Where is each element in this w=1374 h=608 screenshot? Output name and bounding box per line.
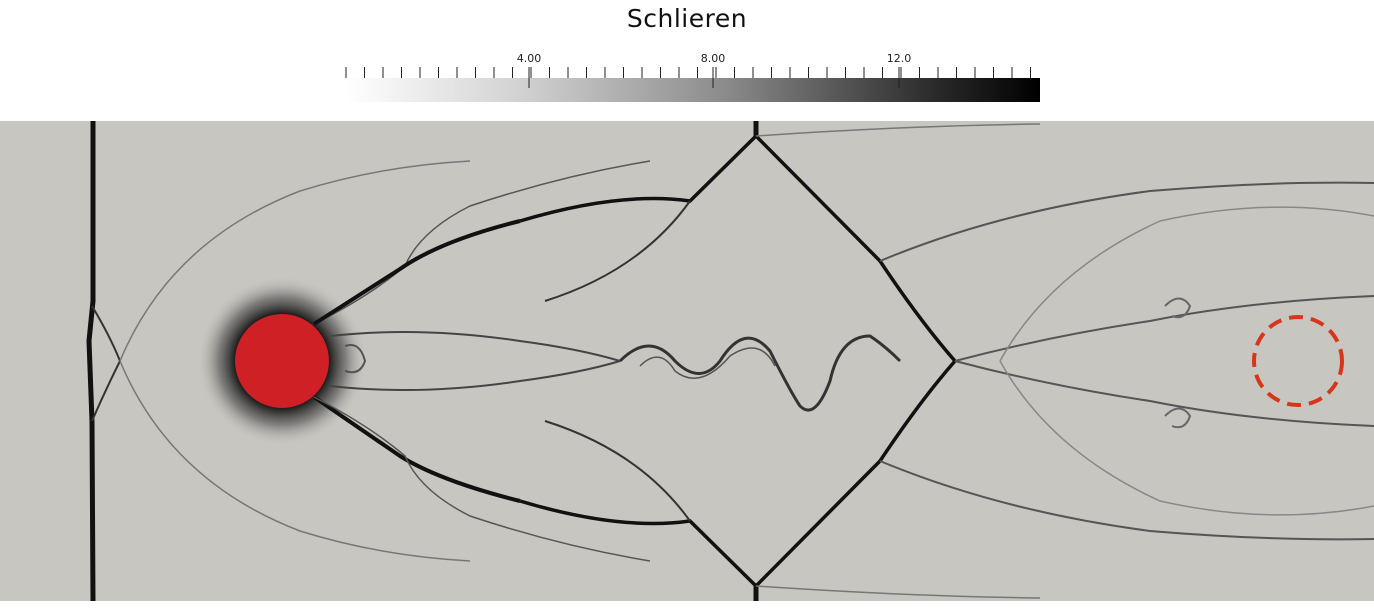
oblique-shock-lower bbox=[312, 395, 521, 503]
colorbar-title: Schlieren bbox=[626, 4, 748, 33]
oblique-shock-upper bbox=[312, 219, 521, 326]
bottom-wave bbox=[755, 585, 1041, 599]
shear-layer bbox=[954, 295, 1374, 362]
vortex-street bbox=[618, 334, 902, 412]
wake-line bbox=[329, 331, 621, 362]
shear-layer bbox=[879, 181, 1374, 262]
colorbar-tick-label: 8.00 bbox=[700, 52, 726, 65]
highlight-circle bbox=[1252, 315, 1344, 407]
colorbar-tick-label: 12.0 bbox=[886, 52, 912, 65]
colorbar-ticks bbox=[345, 67, 1031, 88]
colorbar: 4.00 8.00 12.0 bbox=[0, 0, 1374, 114]
shear-layer bbox=[954, 360, 1374, 427]
bow-wave bbox=[119, 160, 471, 362]
vortex-street bbox=[639, 347, 776, 379]
cylinder bbox=[235, 314, 329, 408]
incident-shock bbox=[86, 121, 96, 602]
transmitted-wave bbox=[999, 206, 1374, 362]
schlieren-image bbox=[0, 121, 1374, 602]
bow-wave bbox=[119, 360, 471, 562]
roll-up-vortex bbox=[1164, 297, 1192, 319]
vortex-center bbox=[344, 344, 367, 374]
oblique-shock-lower bbox=[313, 396, 651, 562]
slip-line bbox=[544, 420, 691, 522]
roll-up-vortex bbox=[1164, 407, 1192, 429]
colorbar-gradient bbox=[346, 78, 1040, 102]
colorbar-tick-label: 4.00 bbox=[516, 52, 542, 65]
wake-line bbox=[329, 360, 621, 391]
oblique-shock-upper bbox=[313, 160, 651, 325]
colorbar-svg bbox=[345, 67, 1040, 102]
slip-line bbox=[544, 200, 691, 302]
top-wave bbox=[755, 123, 1041, 137]
schlieren-field bbox=[0, 121, 1374, 602]
transmitted-wave bbox=[999, 360, 1374, 516]
shear-layer bbox=[879, 460, 1374, 541]
